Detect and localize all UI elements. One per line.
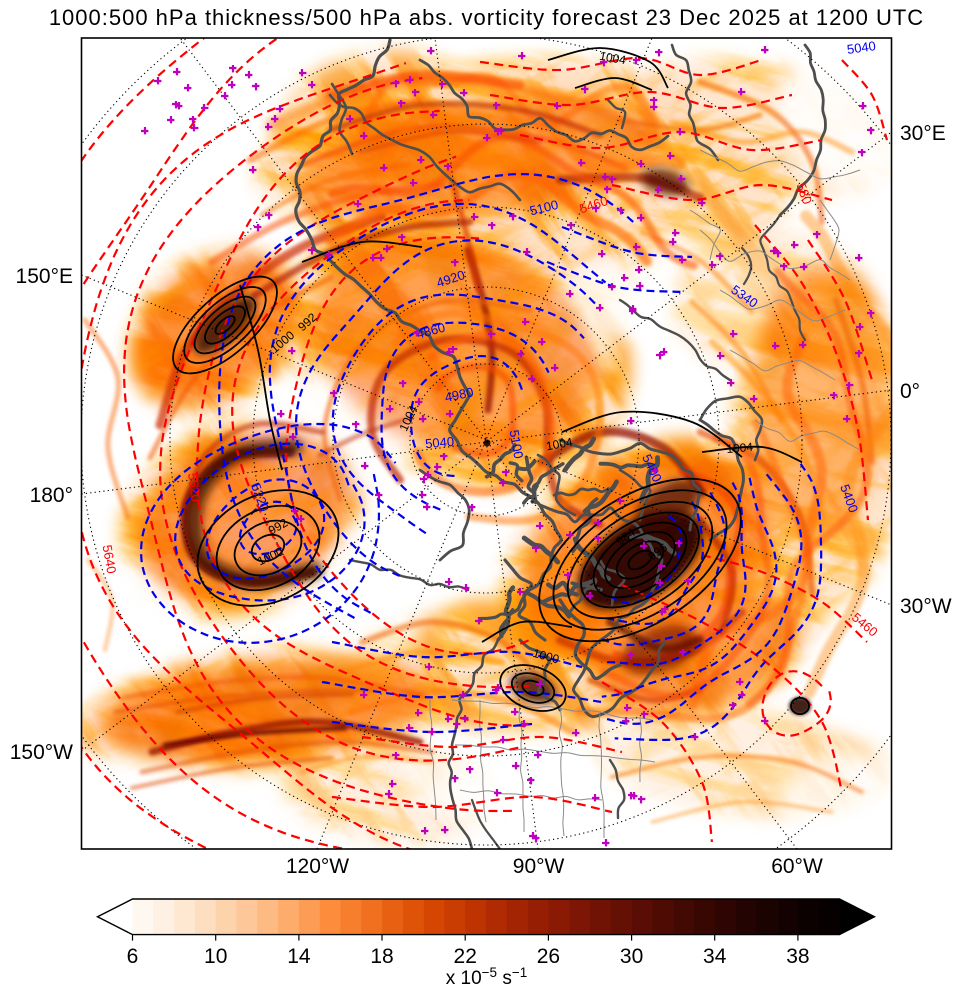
svg-text:150°W: 150°W (10, 741, 73, 764)
svg-text:1004: 1004 (726, 440, 754, 456)
svg-text:180°: 180° (30, 484, 73, 507)
svg-text:22: 22 (454, 945, 477, 968)
svg-text:38: 38 (786, 945, 809, 968)
svg-text:5040: 5040 (425, 434, 455, 451)
svg-text:30: 30 (620, 945, 643, 968)
svg-text:30°E: 30°E (900, 122, 946, 145)
svg-text:1004: 1004 (545, 435, 574, 453)
svg-text:120°W: 120°W (286, 855, 349, 878)
svg-text:18: 18 (370, 945, 393, 968)
svg-text:5100: 5100 (507, 429, 527, 460)
svg-text:150°E: 150°E (16, 265, 73, 288)
svg-text:5100: 5100 (528, 197, 560, 219)
svg-text:14: 14 (287, 945, 311, 968)
svg-text:5640: 5640 (100, 544, 120, 575)
svg-text:30°W: 30°W (900, 595, 952, 618)
svg-text:4980: 4980 (443, 384, 474, 405)
svg-text:580: 580 (793, 181, 815, 207)
svg-text:5040: 5040 (846, 38, 877, 57)
svg-text:1000:500 hPa thickness/500 hPa: 1000:500 hPa thickness/500 hPa abs. vort… (49, 5, 924, 30)
svg-text:5520: 5520 (185, 472, 204, 503)
svg-text:6: 6 (127, 945, 139, 968)
svg-text:10: 10 (204, 945, 227, 968)
svg-text:34: 34 (703, 945, 727, 968)
svg-text:0°: 0° (900, 380, 920, 403)
svg-text:26: 26 (537, 945, 560, 968)
svg-text:90°W: 90°W (513, 855, 565, 878)
svg-text:4860: 4860 (415, 320, 447, 342)
svg-text:60°W: 60°W (771, 855, 823, 878)
svg-text:1000: 1000 (531, 646, 561, 667)
